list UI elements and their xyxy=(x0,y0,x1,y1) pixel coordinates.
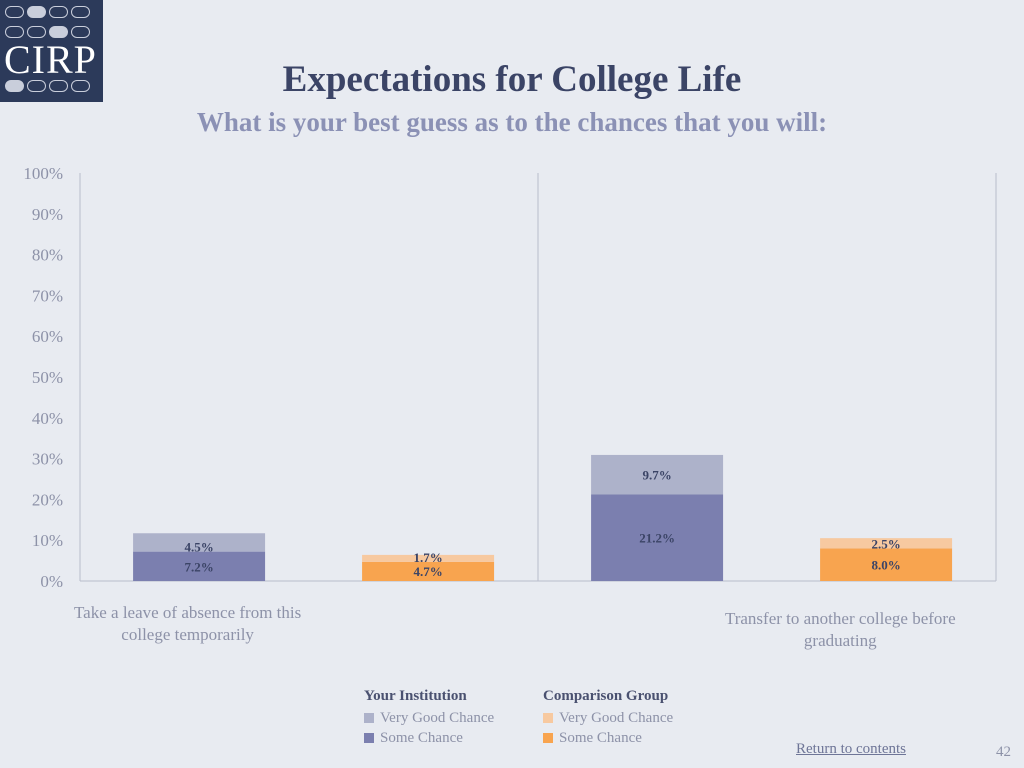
y-tick-label: 20% xyxy=(32,490,63,509)
bar-segment xyxy=(362,561,495,581)
bar-data-label: 1.7% xyxy=(413,550,442,565)
logo-pill xyxy=(27,6,46,18)
bar-data-label: 8.0% xyxy=(871,558,900,573)
page-number: 42 xyxy=(996,744,1011,760)
return-to-contents-link[interactable]: Return to contents xyxy=(796,741,906,757)
page-subtitle: What is your best guess as to the chance… xyxy=(196,107,828,137)
logo-pill xyxy=(71,6,90,18)
logo-pill xyxy=(49,80,68,92)
logo-pill xyxy=(71,80,90,92)
bar-segment xyxy=(133,551,266,581)
legend-swatch xyxy=(543,713,553,723)
logo-text: CIRP xyxy=(4,37,97,82)
bar-segment xyxy=(591,494,724,581)
logo-pill xyxy=(49,26,68,38)
y-tick-label: 30% xyxy=(32,450,63,469)
legend-label: Some Chance xyxy=(380,729,463,746)
category-label: Transfer to another college before xyxy=(725,609,956,628)
y-tick-label: 50% xyxy=(32,368,63,387)
bar-data-label: 9.7% xyxy=(642,468,671,483)
bar-segment xyxy=(133,533,266,552)
legend-swatch xyxy=(543,733,553,743)
logo-pill xyxy=(27,26,46,38)
page-title: Expectations for College Life xyxy=(282,59,742,100)
logo-pill-row xyxy=(5,6,90,18)
logo-pill xyxy=(49,6,68,18)
legend-label: Very Good Chance xyxy=(380,709,495,726)
legend-heading: Your Institution xyxy=(364,688,467,704)
y-tick-label: 60% xyxy=(32,327,63,346)
legend-your-institution: Your Institution Very Good Chance Some C… xyxy=(364,688,494,748)
y-tick-label: 0% xyxy=(40,572,63,591)
cirp-logo: CIRP xyxy=(0,0,103,102)
legend-label: Some Chance xyxy=(559,729,642,746)
legend-label: Very Good Chance xyxy=(559,709,674,726)
logo-pill xyxy=(71,26,90,38)
legend-item: Some Chance xyxy=(543,728,673,748)
logo-pill xyxy=(5,80,24,92)
y-tick-label: 70% xyxy=(32,286,63,305)
category-label: college temporarily xyxy=(121,625,254,644)
category-label: Take a leave of absence from this xyxy=(74,603,301,622)
bar-data-label: 21.2% xyxy=(639,531,675,546)
bar-segment xyxy=(820,548,953,581)
logo-pill xyxy=(5,6,24,18)
bar-data-label: 4.5% xyxy=(184,540,213,555)
bar-data-label: 2.5% xyxy=(871,536,900,551)
logo-pill xyxy=(27,80,46,92)
y-tick-label: 90% xyxy=(32,205,63,224)
bar-segment xyxy=(362,554,495,562)
y-tick-label: 80% xyxy=(32,246,63,265)
bar-data-label: 7.2% xyxy=(184,559,213,574)
legend-comparison-group: Comparison Group Very Good Chance Some C… xyxy=(543,688,673,748)
logo-pill-row xyxy=(5,26,90,38)
legend-swatch xyxy=(364,713,374,723)
bar-segment xyxy=(820,538,953,549)
logo-pill-row xyxy=(5,80,90,92)
legend-heading: Comparison Group xyxy=(543,688,669,704)
y-tick-label: 40% xyxy=(32,409,63,428)
legend-swatch xyxy=(364,733,374,743)
y-tick-label: 100% xyxy=(23,164,63,183)
category-label: graduating xyxy=(804,631,877,650)
legend-item: Very Good Chance xyxy=(543,708,673,728)
bar-data-label: 4.7% xyxy=(413,564,442,579)
legend-item: Some Chance xyxy=(364,728,494,748)
logo-pill xyxy=(5,26,24,38)
y-tick-label: 10% xyxy=(32,531,63,550)
bar-segment xyxy=(591,454,724,495)
legend-item: Very Good Chance xyxy=(364,708,494,728)
